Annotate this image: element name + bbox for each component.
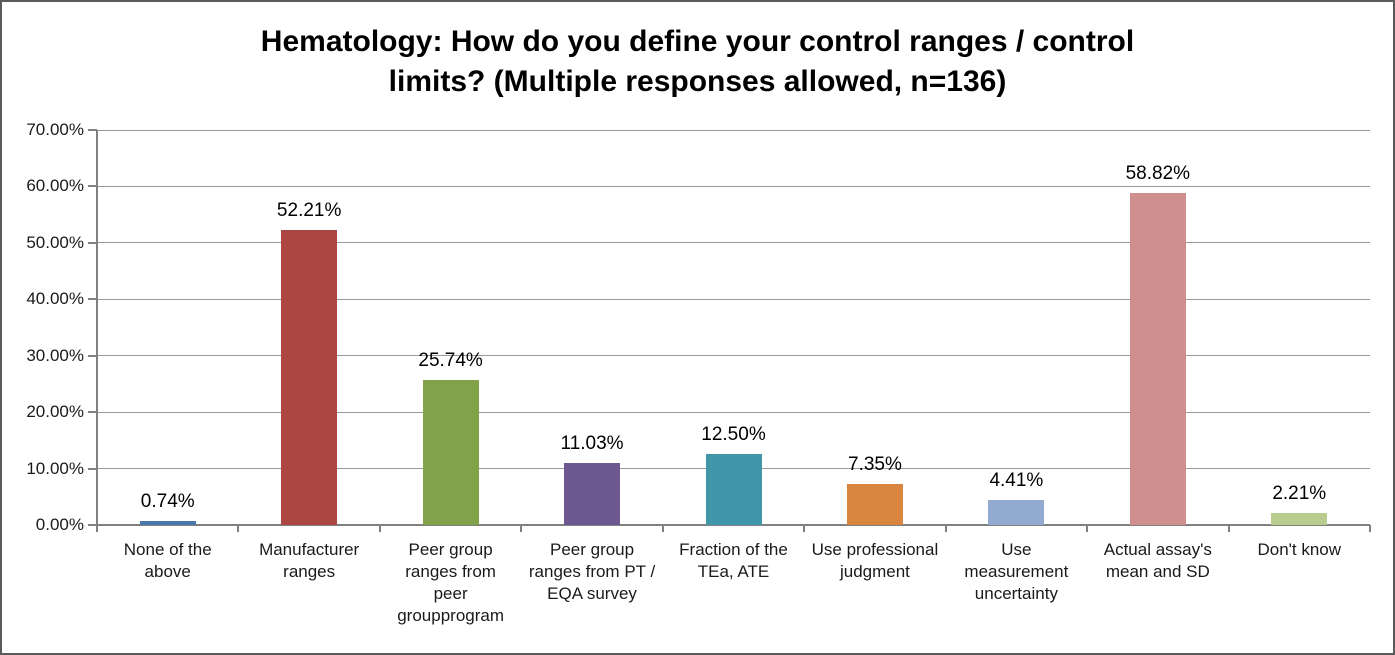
bar-value-label: 2.21%	[1272, 482, 1327, 504]
y-axis-tick	[88, 129, 97, 131]
bar-value-label: 11.03%	[560, 432, 624, 454]
bar-7	[988, 500, 1045, 525]
bar-8	[1129, 193, 1186, 525]
y-axis-label: 20.00%	[26, 402, 84, 422]
gridline	[97, 355, 1370, 357]
bar-1	[139, 520, 196, 525]
x-axis-category-label: Peer group ranges from peer groupprogram	[397, 540, 504, 626]
bar-value-label: 52.21%	[276, 200, 342, 222]
x-axis-line	[88, 524, 1370, 526]
bar-4	[564, 462, 621, 525]
x-axis-tick	[237, 525, 240, 532]
gridline	[97, 129, 1370, 131]
x-axis-tick	[520, 525, 523, 532]
x-axis-tick	[378, 525, 381, 532]
y-axis-tick	[88, 467, 97, 470]
y-axis-tick	[88, 354, 97, 357]
x-axis-tick	[803, 525, 806, 532]
y-axis-tick	[88, 411, 97, 414]
gridline	[97, 298, 1370, 300]
chart-title: Hematology: How do you define your contr…	[260, 25, 1135, 98]
gridline	[97, 411, 1370, 413]
y-axis-line	[96, 130, 98, 526]
y-axis-label: 0.00%	[35, 515, 84, 534]
y-axis-label: 60.00%	[26, 176, 84, 196]
y-axis-label: 50.00%	[26, 232, 84, 252]
x-axis-tick	[944, 525, 947, 532]
x-axis-category-label: Don't know	[1257, 540, 1342, 559]
bar-2	[281, 230, 338, 525]
x-axis-tick	[1369, 525, 1371, 532]
x-axis-tick	[96, 525, 98, 532]
bar-value-label: 25.74%	[418, 349, 483, 371]
y-axis-tick	[88, 241, 97, 244]
bar-6	[846, 483, 903, 525]
x-axis-category-label: Actual assay's mean and SD	[1103, 540, 1212, 582]
y-axis-label: 10.00%	[26, 458, 84, 478]
bar-3	[422, 379, 479, 525]
gridline	[97, 185, 1370, 187]
bar-value-label: 7.35%	[848, 453, 902, 475]
x-axis-category-label: Manufacturer ranges	[259, 540, 360, 582]
bar-value-label: 4.41%	[989, 470, 1044, 492]
bar-9	[1271, 512, 1328, 525]
gridline	[97, 242, 1370, 244]
x-axis-category-label: Use measurement uncertainty	[964, 540, 1069, 604]
x-axis-tick	[1086, 525, 1089, 532]
bar-value-label: 0.74%	[140, 490, 195, 512]
y-axis-tick	[88, 298, 97, 301]
y-axis-tick	[88, 185, 97, 188]
x-axis-tick	[1227, 525, 1230, 532]
x-axis-category-label: Use professional judgment	[811, 540, 939, 582]
y-axis-label: 40.00%	[26, 289, 84, 309]
y-axis-label: 30.00%	[26, 345, 84, 365]
y-axis-label: 70.00%	[26, 120, 84, 139]
x-axis-tick	[661, 525, 664, 532]
x-axis-category-label: Peer group ranges from PT / EQA survey	[528, 540, 656, 604]
x-axis-category-label: None of the above	[123, 540, 212, 582]
x-axis-category-label: Fraction of the TEa, ATE	[679, 540, 788, 582]
bar-value-label: 12.50%	[701, 424, 766, 446]
bar-value-label: 58.82%	[1125, 163, 1191, 185]
bar-5	[705, 454, 762, 525]
